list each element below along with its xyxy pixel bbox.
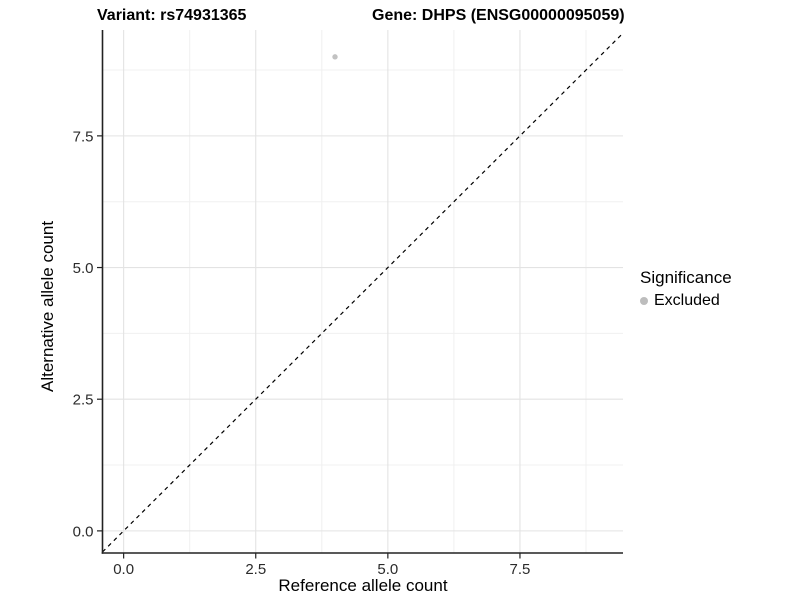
x-axis-label: Reference allele count [278, 576, 448, 595]
x-tick-label: 0.0 [113, 561, 134, 578]
gene-title: Gene: DHPS (ENSG00000095059) [372, 7, 625, 24]
y-tick-label: 5.0 [73, 260, 94, 277]
legend-item: Excluded [640, 291, 732, 310]
identity-dashed-line [102, 32, 624, 553]
legend-key-dot-icon [640, 296, 648, 305]
legend-items: Excluded [640, 291, 732, 310]
x-tick-label: 2.5 [245, 561, 266, 578]
data-point [332, 54, 338, 60]
x-tick-label: 7.5 [510, 561, 531, 578]
y-tick-label: 7.5 [73, 128, 94, 145]
legend-title: Significance [640, 268, 732, 287]
y-axis-label: Alternative allele count [38, 220, 57, 392]
x-tick-label: 5.0 [377, 561, 398, 578]
legend: Significance Excluded [640, 268, 732, 310]
legend-item-label: Excluded [654, 292, 720, 309]
variant-title: Variant: rs74931365 [97, 7, 247, 24]
y-tick-label: 2.5 [73, 392, 94, 409]
y-tick-label: 0.0 [73, 523, 94, 540]
